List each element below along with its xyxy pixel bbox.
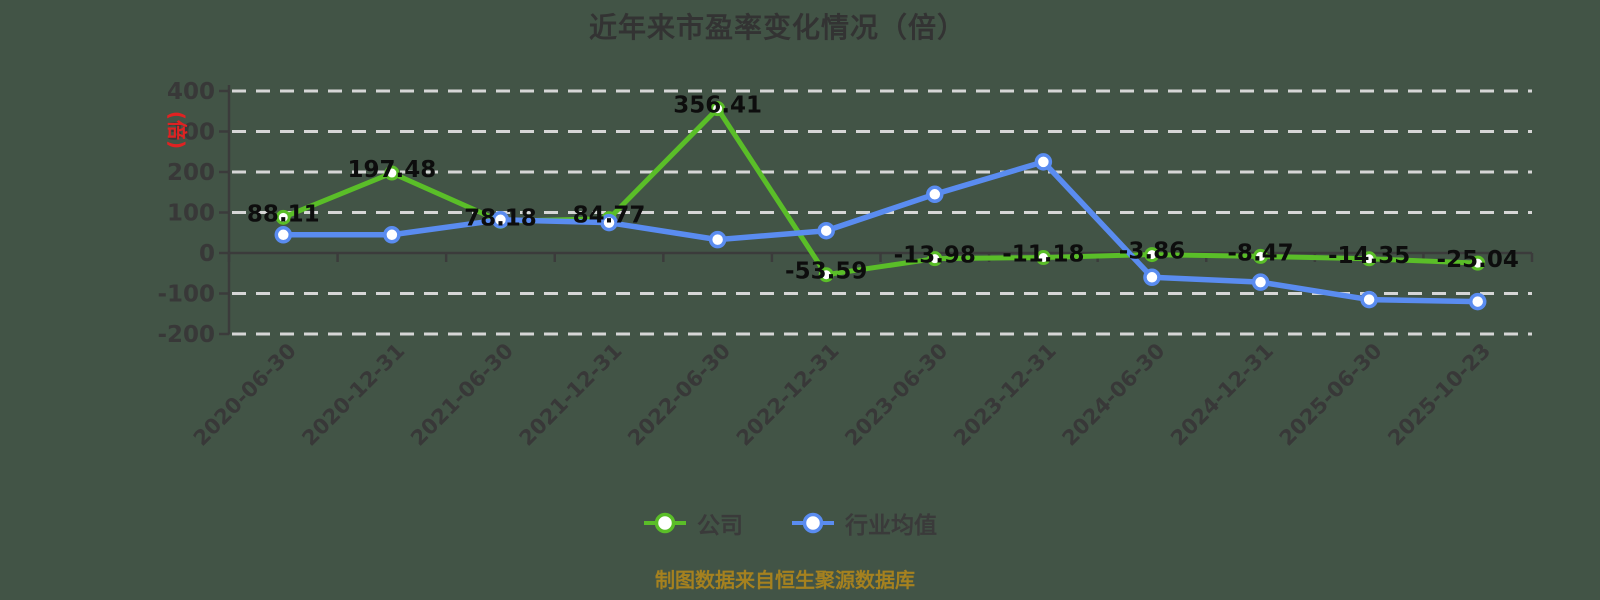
data-label: -8.47 bbox=[1227, 240, 1293, 266]
data-label: -14.35 bbox=[1328, 243, 1410, 269]
x-tick-label: 2022-12-31 bbox=[732, 339, 844, 451]
data-point[interactable] bbox=[1144, 247, 1160, 263]
legend-item-industry-average[interactable]: 行业均值 bbox=[791, 506, 937, 540]
data-point[interactable] bbox=[926, 185, 944, 204]
x-tick-label: 2020-12-31 bbox=[297, 339, 409, 451]
legend-label: 公司 bbox=[697, 513, 743, 539]
x-tick-label: 2022-06-30 bbox=[623, 339, 735, 451]
chart-legend: 公司 行业均值 bbox=[0, 506, 1580, 540]
y-axis-labels: 400 300 200 100 0 -100 -200 bbox=[157, 79, 215, 348]
data-point[interactable] bbox=[274, 226, 293, 244]
axes bbox=[219, 85, 1534, 336]
y-tick-label: -200 bbox=[157, 322, 215, 348]
legend-marker-icon bbox=[792, 512, 834, 534]
data-point[interactable] bbox=[275, 209, 291, 225]
y-axis-unit: (倍) bbox=[165, 111, 189, 149]
data-point[interactable] bbox=[818, 267, 834, 283]
data-point[interactable] bbox=[1143, 268, 1161, 287]
data-point[interactable] bbox=[600, 213, 618, 232]
data-source-note: 制图数据来自恒生聚源数据库 bbox=[655, 568, 915, 592]
data-label: -53.59 bbox=[785, 259, 867, 285]
x-tick-label: 2023-12-31 bbox=[949, 339, 1061, 451]
x-tick-label: 2024-06-30 bbox=[1058, 339, 1170, 451]
data-point[interactable] bbox=[1253, 248, 1269, 264]
data-label: 78.18 bbox=[464, 205, 537, 231]
x-tick-label: 2024-12-31 bbox=[1166, 339, 1278, 451]
y-tick-label: 100 bbox=[167, 201, 215, 227]
data-label: 84.77 bbox=[573, 203, 646, 229]
data-point[interactable] bbox=[1360, 290, 1378, 309]
x-tick-label: 2023-06-30 bbox=[840, 339, 952, 451]
y-tick-label: 0 bbox=[199, 241, 215, 267]
x-tick-label: 2021-06-30 bbox=[406, 339, 518, 451]
data-point[interactable] bbox=[491, 211, 510, 229]
x-tick-label: 2021-12-31 bbox=[515, 339, 627, 451]
y-tick-label: -100 bbox=[157, 282, 215, 308]
y-tick-label: 300 bbox=[167, 120, 215, 146]
data-point[interactable] bbox=[927, 251, 943, 267]
data-point[interactable] bbox=[708, 230, 727, 249]
y-tick-label: 400 bbox=[167, 79, 215, 105]
series-line-industry-average bbox=[280, 159, 1481, 305]
data-point[interactable] bbox=[384, 165, 400, 181]
x-tick-label: 2025-10-23 bbox=[1383, 339, 1495, 451]
data-point[interactable] bbox=[1034, 153, 1053, 171]
y-tick-label: 200 bbox=[167, 160, 215, 186]
industry-average-points bbox=[274, 153, 1487, 311]
data-point[interactable] bbox=[383, 226, 401, 244]
data-label: -3.86 bbox=[1119, 239, 1185, 265]
data-label: 356.41 bbox=[673, 93, 762, 119]
legend-item-company[interactable]: 公司 bbox=[643, 506, 743, 540]
data-label: 88.11 bbox=[247, 201, 320, 227]
data-point[interactable] bbox=[1361, 251, 1377, 267]
x-tick-label: 2020-06-30 bbox=[189, 339, 301, 451]
data-point[interactable] bbox=[1251, 273, 1270, 291]
data-point[interactable] bbox=[1035, 250, 1051, 266]
series-line-company bbox=[280, 106, 1481, 278]
x-tick-label: 2025-06-30 bbox=[1275, 339, 1387, 451]
data-label: -25.04 bbox=[1437, 247, 1519, 273]
chart-title: 近年来市盈率变化情况（倍） bbox=[588, 11, 966, 44]
data-label: -11.18 bbox=[1002, 242, 1084, 268]
data-point[interactable] bbox=[710, 101, 726, 117]
data-label: -13.98 bbox=[894, 243, 976, 269]
data-point[interactable] bbox=[1468, 292, 1487, 311]
data-point[interactable] bbox=[817, 221, 835, 240]
legend-marker-icon bbox=[644, 512, 686, 534]
legend-label: 行业均值 bbox=[845, 513, 937, 539]
x-axis-labels: 2020-06-302020-12-312021-06-302021-12-31… bbox=[189, 339, 1495, 451]
data-point[interactable] bbox=[1470, 255, 1486, 271]
data-label: 197.48 bbox=[347, 157, 436, 183]
